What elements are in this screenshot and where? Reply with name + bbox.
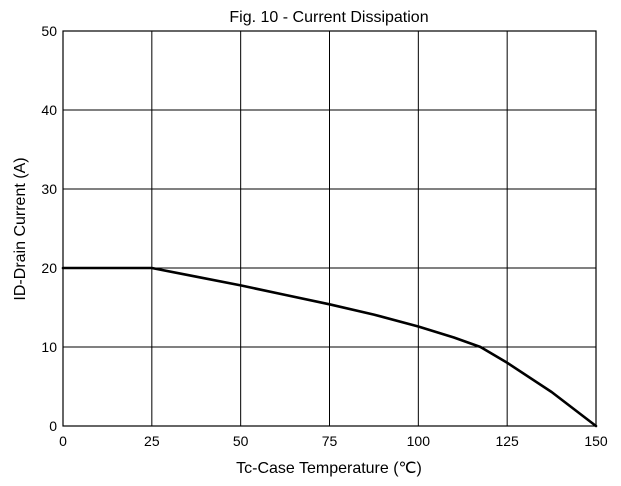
x-tick-label: 50 [233,433,249,449]
y-axis-label: ID-Drain Current (A) [12,157,29,300]
x-tick-label: 25 [144,433,160,449]
plot-frame [62,30,597,427]
y-tick-label: 20 [41,260,57,276]
x-tick-label: 100 [407,433,431,449]
x-tick-label: 0 [59,433,67,449]
y-tick-label: 30 [41,181,57,197]
y-tick-label: 0 [49,418,57,434]
x-tick-label: 150 [584,433,608,449]
y-tick-labels: 0 10 20 30 40 50 [41,23,57,434]
y-tick-label: 50 [41,23,57,39]
y-tick-label: 40 [41,102,57,118]
grid [63,31,596,426]
x-tick-label: 125 [495,433,519,449]
x-axis-label: Tc-Case Temperature (℃) [236,460,422,477]
chart-title: Fig. 10 - Current Dissipation [229,9,428,26]
y-tick-label: 10 [41,339,57,355]
x-tick-label: 75 [322,433,338,449]
series-line [61,266,598,428]
x-tick-labels: 0 25 50 75 100 125 150 [59,433,608,449]
